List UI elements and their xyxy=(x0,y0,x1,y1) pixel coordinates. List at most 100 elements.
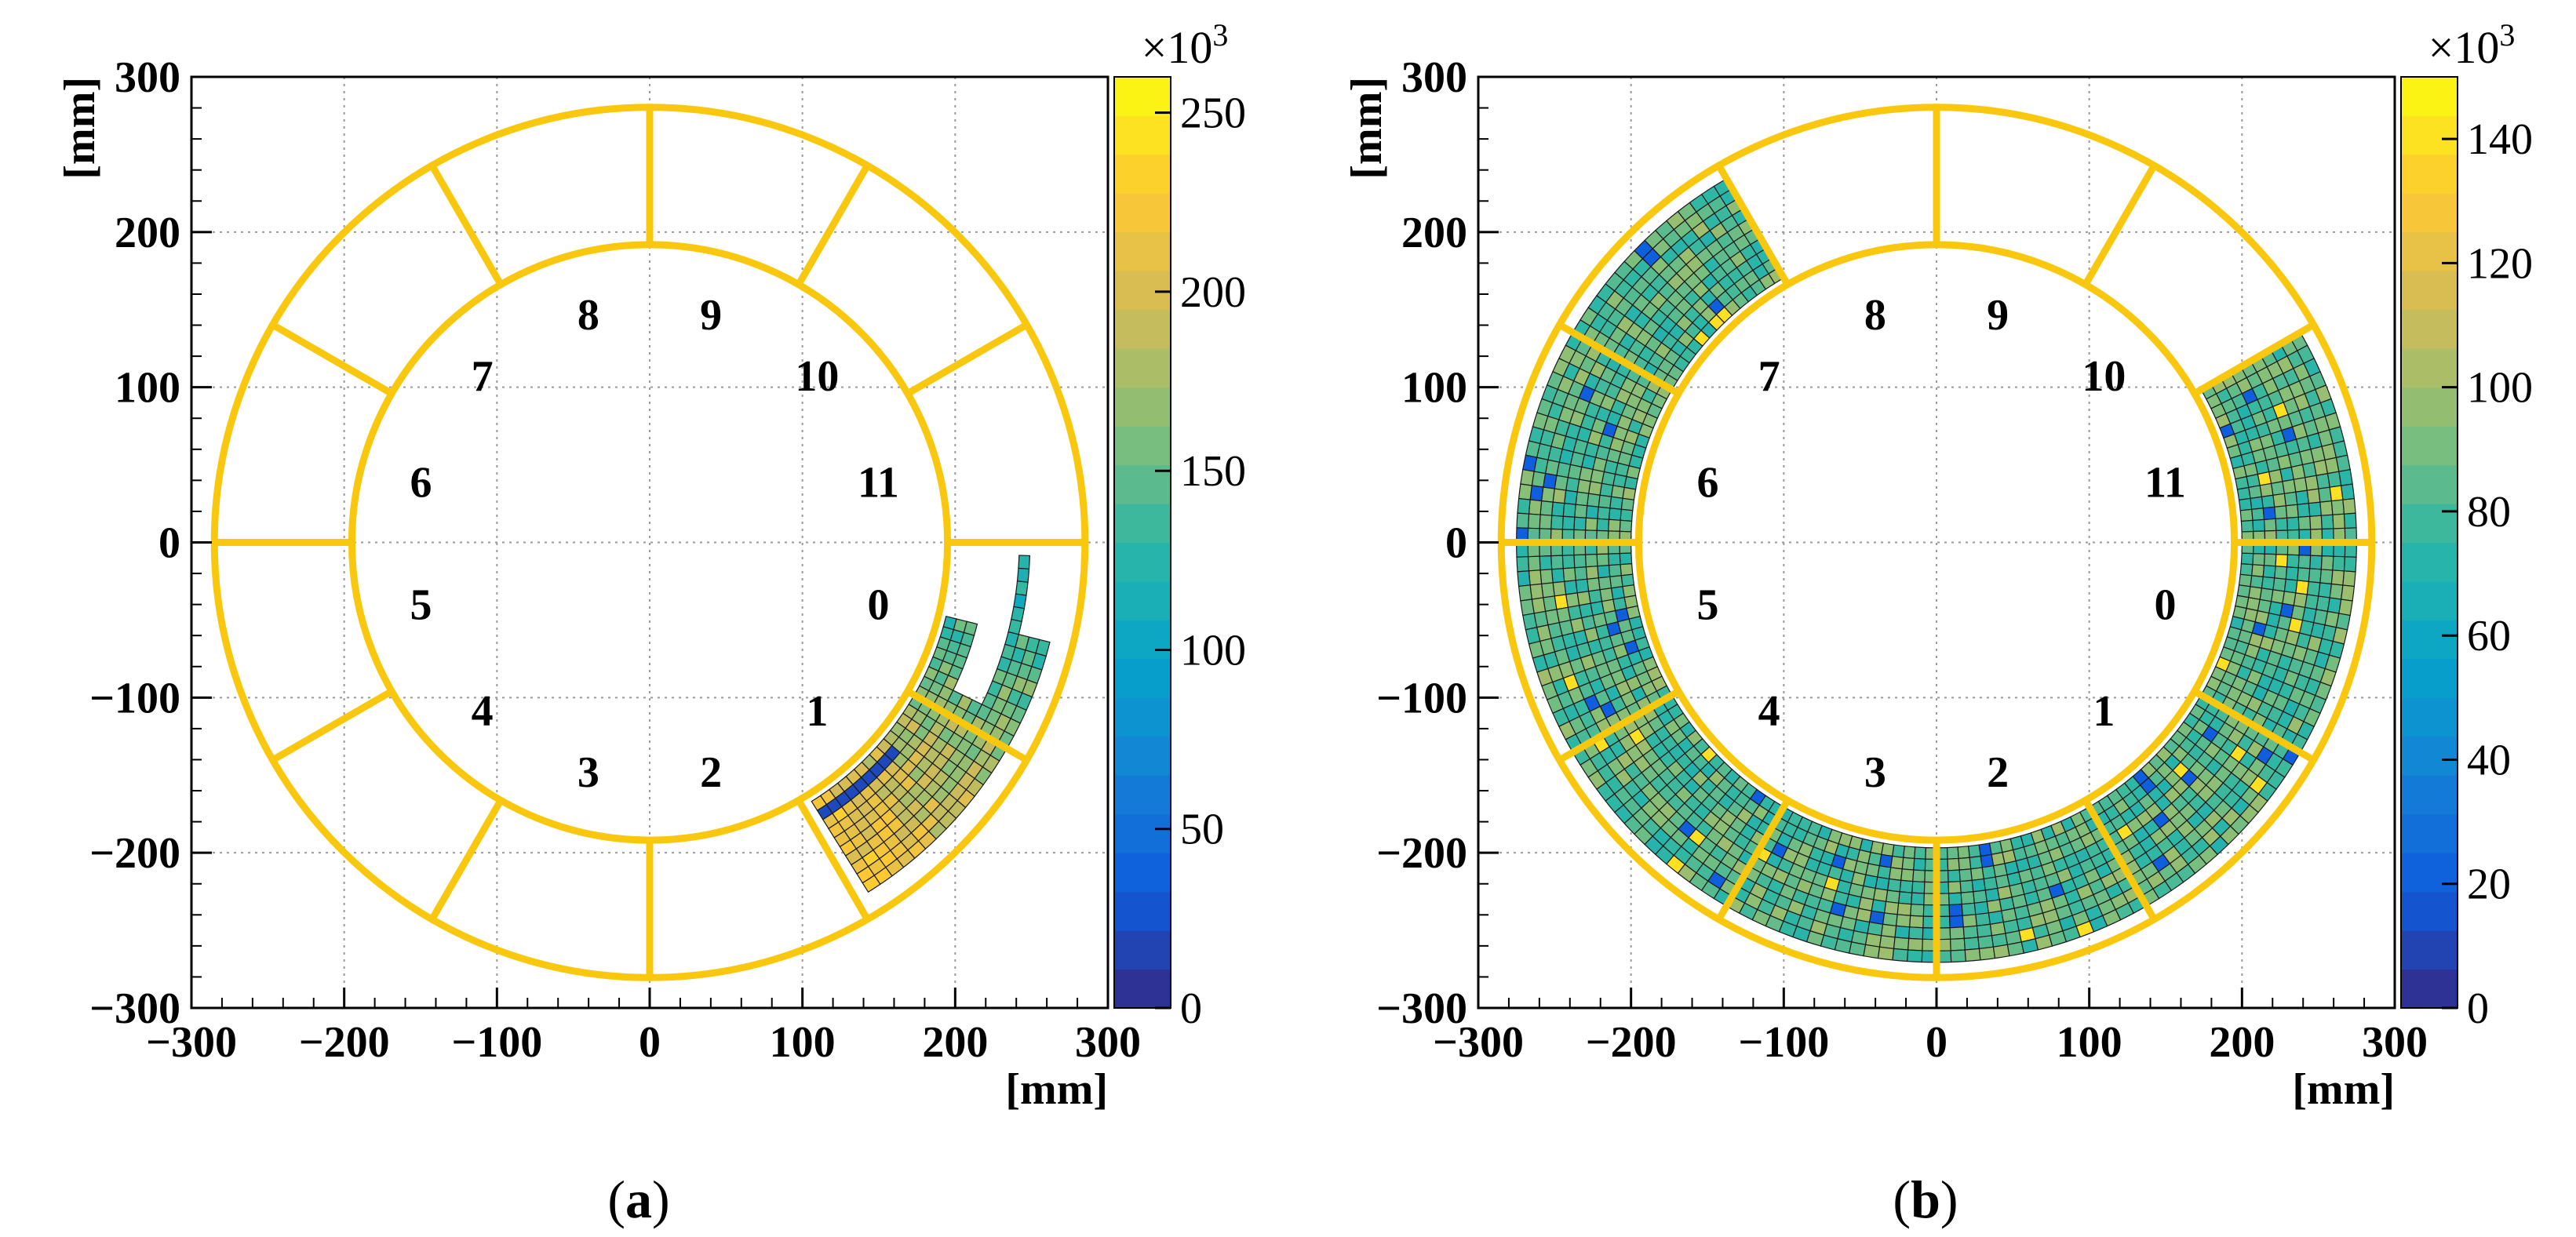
colorbar-band xyxy=(2401,542,2458,582)
data-cell xyxy=(1900,868,1915,882)
colorbar-tick-label: 100 xyxy=(2467,364,2533,413)
colorbar-band xyxy=(2401,969,2458,1009)
data-cell xyxy=(1898,891,1913,905)
data-cell xyxy=(1973,900,1990,915)
colorbar-band xyxy=(2401,387,2458,427)
data-cell xyxy=(2006,941,2025,957)
data-cell xyxy=(1881,842,1895,857)
data-cell xyxy=(1969,855,1983,870)
data-cell xyxy=(2295,580,2309,595)
colorbar-tick-label: 60 xyxy=(2467,612,2511,660)
y-axis-label: [mm] xyxy=(56,77,104,180)
colorbar-tick-label: 80 xyxy=(2467,488,2511,537)
colorbar-band xyxy=(2401,580,2458,620)
colorbar-band xyxy=(1114,426,1171,466)
data-cell xyxy=(2329,583,2344,600)
colorbar-band xyxy=(1114,115,1171,155)
data-cell xyxy=(2318,486,2333,503)
data-cell xyxy=(1961,902,1977,916)
data-cell xyxy=(2272,577,2286,592)
data-cell xyxy=(2295,489,2309,505)
data-cell xyxy=(1946,846,1959,860)
sector-label: 1 xyxy=(2093,687,2115,736)
data-cell xyxy=(1992,944,2010,959)
data-cell xyxy=(1528,569,1543,586)
y-tick-label: 0 xyxy=(158,519,180,568)
data-cell xyxy=(2250,575,2264,589)
data-cell xyxy=(1016,567,1030,583)
x-tick-label: −200 xyxy=(299,1018,390,1067)
x-tick-label: −300 xyxy=(146,1018,237,1067)
data-cell xyxy=(2283,578,2298,594)
data-cell xyxy=(1518,584,1533,602)
data-cell xyxy=(1977,935,1995,950)
sector-label: 1 xyxy=(806,687,828,736)
colorbar-band xyxy=(2401,77,2458,116)
y-tick-label: 300 xyxy=(1401,53,1467,102)
data-cell xyxy=(1539,500,1554,516)
sector-divider xyxy=(1715,798,1791,922)
data-cell xyxy=(1947,880,1962,894)
data-cell xyxy=(2297,515,2312,530)
sector-label: 3 xyxy=(1864,748,1886,797)
data-cell xyxy=(1539,514,1553,529)
data-cell xyxy=(1908,926,1924,940)
data-cell xyxy=(1552,488,1567,504)
data-cell xyxy=(1964,948,1981,962)
data-cell xyxy=(2261,576,2275,591)
data-cell xyxy=(2320,514,2334,529)
data-cell xyxy=(2332,513,2346,529)
colorbar-band xyxy=(1114,853,1171,893)
sector-label: 2 xyxy=(1987,748,2009,797)
data-cell xyxy=(2275,517,2289,532)
colorbar-band xyxy=(1114,542,1171,582)
data-cell xyxy=(1562,567,1576,583)
data-cell xyxy=(1914,846,1927,860)
data-cell xyxy=(2261,494,2275,509)
data-cell xyxy=(2319,500,2334,516)
colorbar-band xyxy=(2401,309,2458,349)
data-cell xyxy=(1899,879,1914,893)
data-cell xyxy=(1584,517,1598,532)
data-cell xyxy=(2319,569,2334,585)
data-cell xyxy=(1619,552,1633,566)
data-cell xyxy=(1597,565,1611,579)
sector-label: 5 xyxy=(410,581,432,630)
sector-divider xyxy=(2192,322,2315,397)
data-cell xyxy=(1517,570,1531,588)
data-cell xyxy=(1522,454,1538,472)
x-tick-label: 0 xyxy=(1926,1018,1947,1067)
data-cell xyxy=(2283,491,2298,507)
data-cell xyxy=(1907,937,1923,951)
sector-label: 2 xyxy=(700,748,722,797)
colorbar-band xyxy=(2401,620,2458,660)
colorbar-band xyxy=(1114,891,1171,931)
data-cell xyxy=(2238,573,2253,588)
data-cell xyxy=(1561,555,1576,569)
colorbar-band xyxy=(1114,969,1171,1009)
data-cell xyxy=(2342,497,2356,515)
data-cell xyxy=(2297,567,2311,583)
colorbar-band xyxy=(2401,115,2458,155)
colorbar-band xyxy=(1114,504,1171,543)
colorbar-band xyxy=(1114,580,1171,620)
data-cell xyxy=(1976,923,1993,938)
data-cell xyxy=(1958,857,1972,871)
data-cell xyxy=(1539,555,1553,571)
x-tick-label: 200 xyxy=(922,1018,988,1067)
data-cell xyxy=(2340,584,2356,602)
data-cell xyxy=(1575,491,1590,507)
sector-label: 0 xyxy=(2154,581,2176,630)
y-tick-label: −100 xyxy=(89,674,180,722)
colorbar-band xyxy=(2401,464,2458,504)
data-cell xyxy=(2274,505,2288,519)
data-cell xyxy=(1960,891,1975,905)
data-cell xyxy=(1894,925,1911,940)
colorbar-band xyxy=(1114,77,1171,116)
data-cell xyxy=(1035,639,1051,657)
colorbar-band xyxy=(2401,697,2458,737)
colorbar-frame xyxy=(1113,76,1171,1009)
data-cell xyxy=(1520,598,1535,617)
data-cell xyxy=(2335,454,2351,472)
data-cell xyxy=(963,620,978,636)
